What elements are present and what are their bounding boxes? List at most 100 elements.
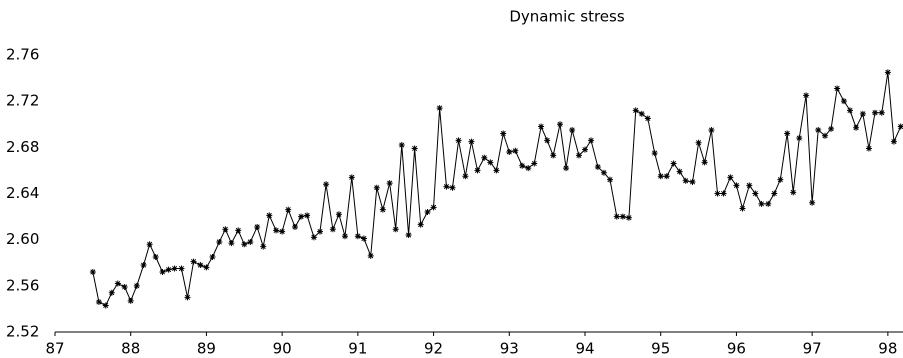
chart-title: Dynamic stress — [509, 8, 624, 26]
marker — [360, 235, 367, 242]
marker — [462, 173, 469, 180]
marker — [878, 109, 885, 116]
y-tick-label: 2.64 — [6, 184, 39, 202]
marker — [102, 302, 109, 309]
marker — [411, 145, 418, 152]
marker — [790, 189, 797, 196]
marker — [121, 283, 128, 290]
marker — [443, 183, 450, 190]
marker — [247, 238, 254, 245]
marker — [865, 145, 872, 152]
marker — [695, 139, 702, 146]
marker — [739, 205, 746, 212]
marker — [890, 138, 897, 145]
marker — [884, 69, 891, 76]
marker — [828, 125, 835, 132]
y-tick-label: 2.68 — [6, 138, 39, 156]
marker — [708, 127, 715, 134]
marker — [273, 227, 280, 234]
marker — [354, 233, 361, 240]
marker — [184, 294, 191, 301]
marker — [279, 228, 286, 235]
marker — [285, 206, 292, 213]
marker — [651, 150, 658, 157]
marker — [254, 223, 261, 230]
marker — [606, 176, 613, 183]
marker — [405, 232, 412, 239]
marker — [689, 178, 696, 185]
marker — [203, 264, 210, 271]
marker — [512, 147, 519, 154]
marker — [228, 240, 235, 247]
marker — [701, 159, 708, 166]
y-tick-label: 2.72 — [6, 92, 39, 110]
marker — [379, 206, 386, 213]
marker — [323, 181, 330, 188]
marker — [803, 92, 810, 99]
marker — [487, 159, 494, 166]
marker — [449, 184, 456, 191]
marker — [575, 152, 582, 159]
marker — [727, 174, 734, 181]
marker — [765, 200, 772, 207]
marker — [897, 123, 903, 130]
marker — [474, 167, 481, 174]
marker — [746, 182, 753, 189]
marker — [840, 98, 847, 105]
marker — [127, 297, 134, 304]
marker — [436, 105, 443, 112]
marker — [304, 212, 311, 219]
marker — [216, 238, 223, 245]
marker — [468, 138, 475, 145]
marker — [493, 167, 500, 174]
marker — [171, 265, 178, 272]
marker — [777, 176, 784, 183]
y-tick-label: 2.76 — [6, 46, 39, 64]
marker — [569, 127, 576, 134]
marker — [657, 173, 664, 180]
marker — [676, 168, 683, 175]
marker — [348, 174, 355, 181]
line — [92, 72, 902, 307]
marker — [417, 221, 424, 228]
marker — [341, 233, 348, 240]
marker — [550, 152, 557, 159]
marker — [292, 223, 299, 230]
marker — [209, 253, 216, 260]
marker — [373, 184, 380, 191]
marker — [455, 137, 462, 144]
marker — [809, 199, 816, 206]
marker — [544, 137, 551, 144]
marker — [500, 130, 507, 137]
marker — [752, 190, 759, 197]
marker — [108, 289, 115, 296]
x-tick-label: 97 — [803, 340, 822, 358]
marker — [222, 226, 229, 233]
marker — [834, 85, 841, 92]
marker — [398, 142, 405, 149]
marker — [796, 135, 803, 142]
x-tick-label: 87 — [45, 340, 64, 358]
y-tick-label: 2.60 — [6, 230, 39, 248]
marker — [563, 165, 570, 172]
marker — [266, 212, 273, 219]
marker — [600, 169, 607, 176]
marker — [519, 162, 526, 169]
marker — [758, 200, 765, 207]
y-tick-label: 2.56 — [6, 276, 39, 294]
x-tick-label: 88 — [121, 340, 140, 358]
marker — [89, 268, 96, 275]
marker — [317, 228, 323, 235]
marker — [430, 204, 437, 211]
marker — [335, 211, 342, 218]
marker — [241, 241, 248, 248]
x-tick-label: 94 — [575, 340, 594, 358]
x-tick-label: 98 — [878, 340, 897, 358]
marker — [329, 226, 336, 233]
marker — [260, 243, 267, 250]
marker — [822, 132, 829, 139]
marker — [733, 182, 740, 189]
x-tick-label: 90 — [273, 340, 292, 358]
marker — [853, 124, 860, 131]
x-tick-label: 95 — [651, 340, 670, 358]
